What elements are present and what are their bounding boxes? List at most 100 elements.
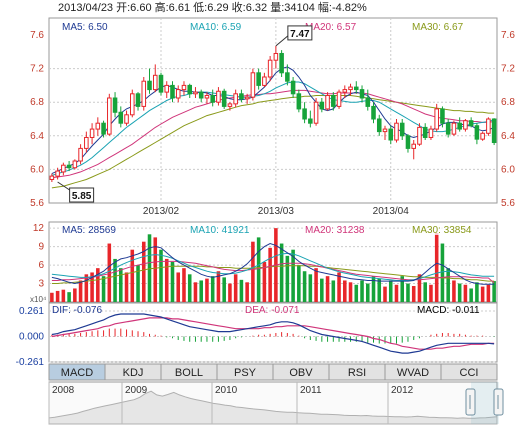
volume-bar (354, 284, 359, 302)
candle (440, 106, 445, 128)
volume-legend-bg (303, 223, 369, 235)
candle (55, 167, 60, 180)
candle-body (313, 101, 319, 124)
candle (302, 102, 307, 124)
price-ma30-line (51, 95, 495, 189)
candle-body (273, 52, 279, 61)
candle-body (216, 90, 221, 103)
volume-bar (268, 247, 272, 302)
candle-body (382, 128, 388, 133)
candle (193, 87, 198, 98)
candle-body (319, 101, 325, 110)
tab-wvad[interactable]: WVAD (384, 363, 442, 381)
candle (124, 110, 129, 126)
timeline-area (48, 390, 498, 425)
candle (216, 87, 221, 106)
candle (336, 89, 342, 109)
volume-bar (492, 281, 496, 302)
volume-bar (84, 274, 89, 302)
volume-bar (343, 280, 347, 302)
price-ytick-left: 7.2 (30, 64, 44, 75)
candle-body (210, 94, 215, 103)
candle-body (118, 111, 124, 124)
macd-legend: MACD: -0.011 (417, 305, 480, 316)
volume-bar (216, 271, 221, 302)
volume-bar (417, 274, 422, 302)
candle (130, 89, 135, 118)
volume-bar (159, 249, 163, 302)
volume-bar (73, 288, 77, 302)
volume-ytick: 3 (38, 279, 44, 290)
volume-bar (383, 286, 387, 302)
candle-body (124, 114, 129, 124)
tab-rsi[interactable]: RSI (328, 363, 386, 381)
macd-frame (48, 302, 498, 363)
price-ytick-left: 5.6 (30, 198, 44, 209)
volume-frame (48, 221, 498, 303)
price-xtick: 2013/03 (258, 206, 295, 217)
candle-body (66, 164, 72, 169)
high-pointer (275, 35, 289, 47)
volume-bar (205, 278, 209, 302)
volume-bar (228, 283, 232, 302)
candle (101, 120, 106, 138)
volume-bar (119, 268, 123, 302)
tab-kdj[interactable]: KDJ (104, 363, 162, 381)
timeline-navigator[interactable]: 2008 2009 2010 2011 2012 (48, 381, 504, 425)
indicator-tabs[interactable]: MACD KDJ BOLL PSY OBV RSI WVAD CCI (48, 363, 498, 381)
candle (342, 85, 348, 98)
candle-body (112, 97, 118, 113)
low-label: 5.85 (72, 191, 92, 202)
tab-psy[interactable]: PSY (216, 363, 274, 381)
tab-boll[interactable]: BOLL (160, 363, 218, 381)
price-ytick-right: 5.6 (501, 198, 515, 209)
candle-body (331, 94, 336, 107)
candle (290, 77, 296, 98)
candle (279, 50, 284, 77)
high-label: 7.47 (290, 29, 310, 40)
tab-macd[interactable]: MACD (48, 363, 106, 381)
candle (388, 125, 394, 145)
price-ytick-right: 6.4 (501, 131, 515, 142)
tab-obv[interactable]: OBV (272, 363, 330, 381)
volume-bar (78, 280, 83, 302)
tab-label: CCI (460, 367, 479, 379)
candle (204, 92, 210, 104)
candle-body (267, 59, 273, 78)
volume-bar (193, 282, 198, 302)
tab-cci[interactable]: CCI (440, 363, 498, 381)
volume-ma-legend: MA20: 31238 (305, 225, 365, 236)
candle (417, 123, 422, 146)
candle-body (388, 128, 394, 141)
tab-label: MACD (61, 367, 93, 379)
volume-ma10-line (51, 252, 495, 281)
timeline-year: 2012 (391, 385, 414, 396)
candle-body (480, 132, 485, 140)
candle-body (336, 91, 342, 107)
volume-bar (130, 249, 135, 302)
volume-bar (251, 241, 255, 302)
candle-body (198, 91, 204, 99)
candle (239, 89, 244, 103)
volume-ma-legend: MA30: 33854 (412, 225, 472, 236)
volume-bar (411, 286, 416, 302)
candle-body (239, 93, 244, 100)
candle (210, 89, 215, 107)
candle (359, 85, 365, 103)
volume-bar (136, 265, 140, 302)
candle-body (49, 175, 55, 180)
volume-bar (239, 279, 244, 302)
price-ma-legend: MA30: 6.67 (412, 22, 464, 33)
candle (61, 162, 66, 176)
volume-bar (199, 280, 203, 302)
price-xtick: 2013/04 (373, 206, 410, 217)
candle-body (290, 80, 296, 95)
volume-bar (164, 258, 169, 302)
volume-bar (388, 280, 393, 302)
candle (411, 140, 416, 160)
candle-body (55, 170, 60, 177)
tab-label: OBV (289, 367, 313, 379)
volume-bar (308, 274, 313, 302)
volume-bar (446, 268, 450, 302)
